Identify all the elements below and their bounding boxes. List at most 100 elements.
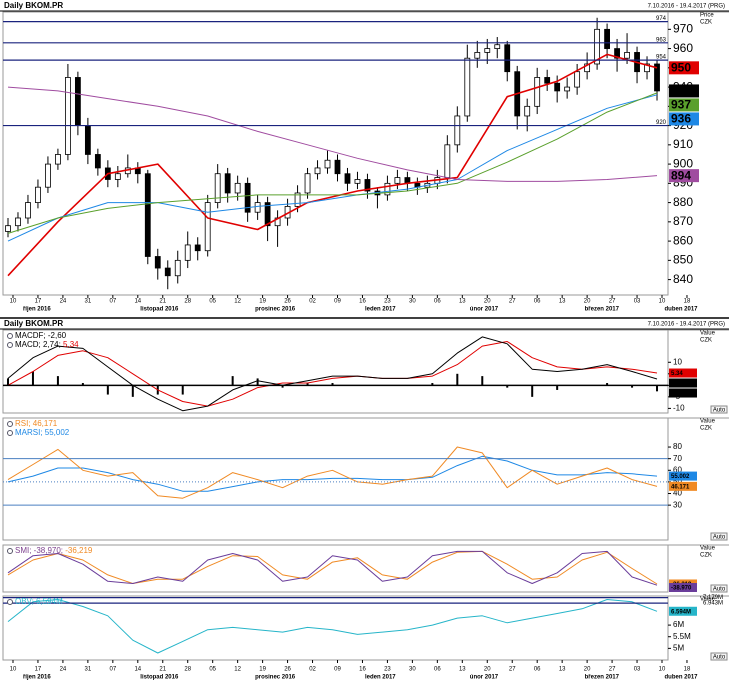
x-tick-label: 14 <box>134 667 141 673</box>
x-tick-label: 27 <box>609 299 616 305</box>
candle-body <box>214 173 221 203</box>
candle-body <box>304 173 311 194</box>
x-tick-label: 27 <box>509 299 516 305</box>
x-tick-label: 31 <box>85 667 92 673</box>
y-tick-label: 70 <box>673 454 682 463</box>
legend-icon <box>7 599 13 605</box>
y-tick-label: 840 <box>673 272 693 286</box>
y-tick-label: 850 <box>673 253 693 267</box>
histogram-bar <box>631 385 634 388</box>
legend-icon <box>7 333 13 339</box>
histogram-bar <box>656 385 659 392</box>
x-tick-label: 18 <box>684 667 691 673</box>
auto-button-label[interactable]: Auto <box>713 534 726 540</box>
auto-button[interactable] <box>710 584 728 593</box>
month-label: říjen 2016 <box>23 307 51 313</box>
x-tick-label: 06 <box>534 667 541 673</box>
histogram-bar <box>306 383 309 386</box>
x-tick-label: 05 <box>209 667 216 673</box>
x-tick-label: 31 <box>85 299 92 305</box>
x-tick-label: 06 <box>434 299 441 305</box>
candle-body <box>45 163 51 188</box>
candle-body <box>164 267 171 277</box>
x-tick-label: 10 <box>10 299 17 305</box>
month-label: leden 2017 <box>365 675 396 681</box>
axis-header: Price <box>700 13 714 19</box>
axis-header: Value <box>700 419 716 425</box>
candle-body <box>35 186 41 203</box>
candle-body <box>454 115 461 146</box>
auto-button[interactable] <box>710 405 728 414</box>
x-tick-label: 12 <box>234 299 241 305</box>
candle-body <box>604 28 610 49</box>
candle-body <box>224 173 231 194</box>
plot-frame <box>2 417 669 541</box>
legend-text: SMI; -38,970; <box>15 546 65 555</box>
auto-button-label[interactable]: Auto <box>713 586 726 592</box>
x-tick-label: 20 <box>484 299 491 305</box>
legend-entry: SMI; -38,970; -36,219 <box>15 546 93 555</box>
month-label: únor 2017 <box>470 307 499 313</box>
value-badge <box>669 98 699 112</box>
x-tick-label: 13 <box>459 667 466 673</box>
auto-button[interactable] <box>710 652 728 661</box>
x-tick-label: 27 <box>509 667 516 673</box>
candle-body <box>484 48 491 53</box>
value-badge <box>669 112 699 126</box>
x-tick-label: 21 <box>159 299 166 305</box>
x-tick-label: 16 <box>359 667 366 673</box>
legend-entry: MARSI; 55,002 <box>15 428 70 437</box>
value-badge <box>669 606 697 616</box>
candle-body <box>194 244 201 252</box>
value-badge-label: -2.60 <box>671 391 685 397</box>
month-label: prosinec 2016 <box>255 307 296 313</box>
candle-body <box>344 173 351 184</box>
candle-body <box>324 159 331 169</box>
plot-layer <box>7 599 658 654</box>
candle-body <box>184 244 191 261</box>
auto-button-label[interactable]: Auto <box>713 654 726 660</box>
candle-body <box>204 202 211 252</box>
value-badge-label: 2.74 <box>671 381 683 387</box>
x-tick-label: 02 <box>309 667 316 673</box>
value-badge-label: 55.002 <box>671 474 690 480</box>
month-label: březen 2017 <box>585 675 620 681</box>
value-badge-label: 894 <box>671 168 691 182</box>
level-label: 954 <box>656 55 667 61</box>
value-badge <box>669 471 697 481</box>
auto-button[interactable] <box>710 532 728 541</box>
candle-body <box>564 86 571 92</box>
value-badge-label: 6.594M <box>671 609 691 615</box>
value-badge-label: 5.34 <box>671 371 683 377</box>
candle-body <box>55 154 61 165</box>
candle-body <box>84 125 91 155</box>
x-tick-label: 28 <box>184 667 191 673</box>
histogram-bar <box>106 385 109 395</box>
x-tick-label: 26 <box>284 299 291 305</box>
x-tick-label: 20 <box>484 667 491 673</box>
axis-header: CZK <box>700 20 712 26</box>
candle-body <box>654 63 660 92</box>
level-label: 963 <box>656 37 667 43</box>
month-label: duben 2017 <box>665 675 699 681</box>
y-tick-label: -10 <box>673 403 685 412</box>
candle-body <box>314 167 321 175</box>
candle-body <box>394 177 401 184</box>
x-tick-label: 02 <box>309 299 316 305</box>
x-tick-label: 03 <box>634 299 641 305</box>
histogram-bar <box>556 385 559 390</box>
value-badge-label: -38.970 <box>671 586 692 592</box>
series-line <box>7 550 658 586</box>
x-tick-label: 09 <box>334 667 341 673</box>
x-tick-label: 19 <box>259 667 266 673</box>
candle-body <box>294 192 301 207</box>
x-tick-label: 10 <box>659 667 666 673</box>
candle-body <box>174 259 181 277</box>
legend-text: 5,34 <box>63 340 79 349</box>
x-tick-label: 06 <box>534 299 541 305</box>
candle-body <box>524 105 531 117</box>
auto-button-label[interactable]: Auto <box>713 407 726 413</box>
value-badge-label: 950 <box>671 61 691 75</box>
plot-layer <box>6 336 659 412</box>
